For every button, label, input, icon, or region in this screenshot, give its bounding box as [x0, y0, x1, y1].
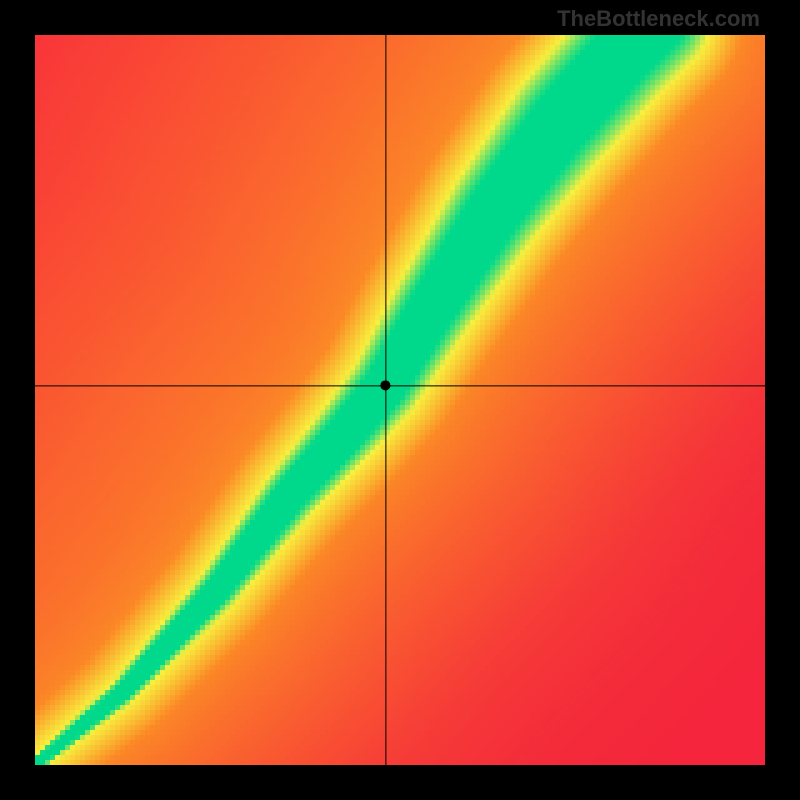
chart-container: TheBottleneck.com: [0, 0, 800, 800]
bottleneck-heatmap: [0, 0, 800, 800]
watermark-text: TheBottleneck.com: [557, 6, 760, 32]
